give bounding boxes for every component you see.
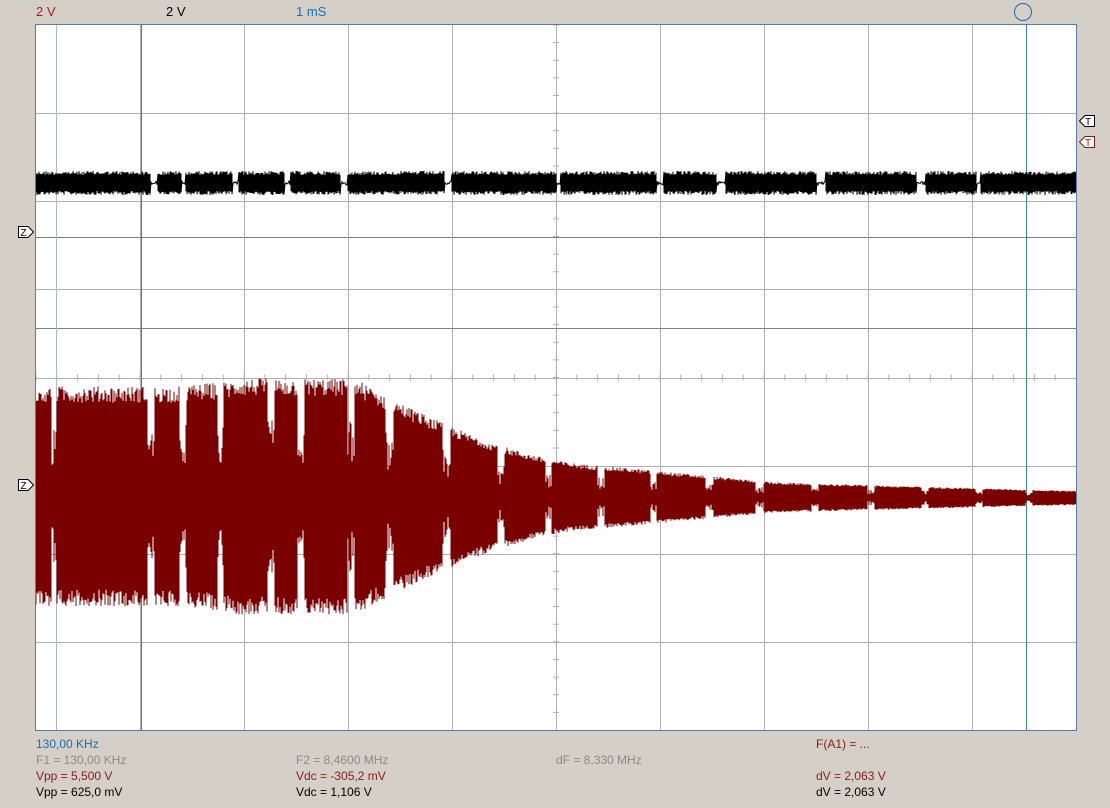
ch2-dv-readout: dV = 2,063 V [816,769,886,783]
zero-Z-icon: Z [18,226,34,238]
grid-lines [36,25,1076,730]
circle-icon[interactable] [1014,3,1032,21]
f1-readout: F1 = 130,00 KHz [36,753,127,767]
trigger-T-icon: T [1079,115,1095,127]
zero-marker-label: Z [21,481,27,491]
ch2-scale-label: 2 V [36,4,56,19]
trigger-marker-label: T [1085,138,1091,148]
ch2-vpp-readout: Vpp = 5,500 V [36,769,113,783]
df-readout: dF = 8,330 MHz [556,753,642,767]
ch1-trigger-marker[interactable]: T [1079,115,1095,127]
ch2-vdc-readout: Vdc = -305,2 mV [296,769,386,783]
ch1-scale-label: 2 V [166,4,186,19]
trigger-marker-label: T [1085,117,1091,127]
cursor-frequency: 130,00 KHz [36,737,99,751]
ch1-vdc-readout: Vdc = 1,106 V [296,785,372,799]
ch2-zero-marker[interactable]: Z [18,479,34,491]
timebase-label: 1 mS [296,4,327,19]
zero-marker-label: Z [21,228,27,238]
scope-plot [36,25,1076,730]
ch2-trace [36,378,1076,615]
ch2-trigger-marker[interactable]: T [1079,136,1095,148]
ch1-vpp-readout: Vpp = 625,0 mV [36,785,123,799]
ch1-zero-marker[interactable]: Z [18,226,34,238]
f2-readout: F2 = 8,4600 MHz [296,753,389,767]
trigger-T-icon: T [1079,136,1095,148]
ch1-trace [36,170,1076,196]
fa1-readout: F(A1) = ... [816,737,870,751]
zero-Z-icon: Z [18,479,34,491]
ch1-dv-readout: dV = 2,063 V [816,785,886,799]
cursor-lines [56,25,1027,730]
scope-display[interactable] [35,24,1077,731]
